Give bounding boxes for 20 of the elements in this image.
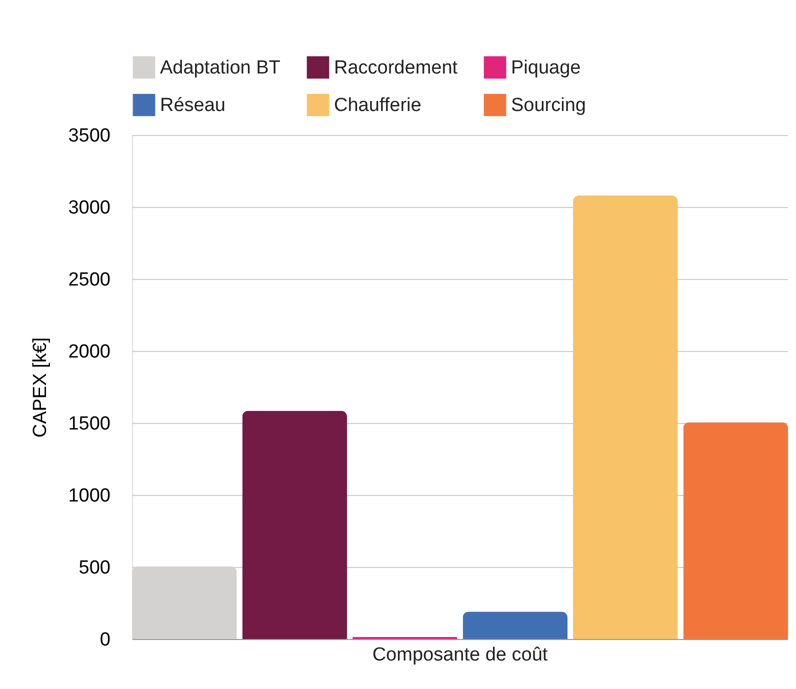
- legend-label: Adaptation BT: [160, 57, 281, 78]
- x-tick-label: Composante de coût: [372, 644, 548, 666]
- y-tick-label: 2500: [68, 270, 110, 290]
- y-tick-label: 1000: [68, 486, 110, 506]
- y-axis-title: CAPEX [k€]: [30, 337, 52, 438]
- legend-label: Chaufferie: [334, 95, 422, 116]
- legend-label: Sourcing: [511, 95, 586, 116]
- bar: [573, 195, 678, 639]
- y-tick-label: 1500: [68, 414, 110, 434]
- bar: [242, 410, 347, 639]
- y-tick-label: 500: [78, 558, 110, 578]
- bar: [683, 422, 788, 639]
- y-tick-label: 3000: [68, 198, 110, 218]
- y-tick-label: 0: [100, 630, 110, 650]
- y-tick-label: 3500: [68, 126, 110, 146]
- legend-label: Raccordement: [334, 57, 458, 78]
- legend-label: Réseau: [160, 95, 226, 116]
- bar: [462, 612, 568, 639]
- y-tick-label: 2000: [68, 342, 110, 362]
- legend-label: Piquage: [511, 57, 581, 78]
